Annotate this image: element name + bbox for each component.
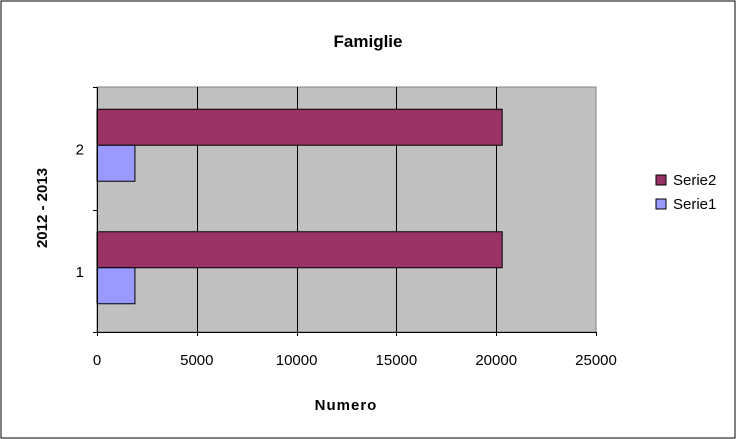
bar-serie1-cat-1 xyxy=(96,267,136,305)
legend-label: Serie1 xyxy=(673,196,716,213)
y-tick-label: 2 xyxy=(76,141,84,158)
x-tick-label: 5000 xyxy=(180,352,213,369)
legend-swatch xyxy=(655,198,667,210)
chart-title: Famiglie xyxy=(334,32,403,51)
legend-label: Serie2 xyxy=(673,172,716,189)
tick-labels: 0 5000 10000 15000 20000 25000 1 2 xyxy=(76,141,617,369)
x-tick-label: 0 xyxy=(93,352,101,369)
plot-area xyxy=(93,86,597,336)
y-axis-title: 2012 - 2013 xyxy=(34,168,51,248)
x-axis-title: Numero xyxy=(315,397,378,414)
legend-item-serie1: Serie1 xyxy=(655,196,716,213)
legend: Serie2 Serie1 xyxy=(655,172,716,213)
bar-serie2-cat-1 xyxy=(96,231,503,269)
legend-item-serie2: Serie2 xyxy=(655,172,716,189)
bar-serie1-cat-2 xyxy=(96,144,136,182)
y-tick-label: 1 xyxy=(76,264,84,281)
x-tick-label: 15000 xyxy=(376,352,418,369)
x-tick-label: 25000 xyxy=(575,352,617,369)
bar-serie2-cat-2 xyxy=(96,108,503,146)
legend-swatch xyxy=(655,174,667,186)
x-tick-label: 20000 xyxy=(475,352,517,369)
x-tick-label: 10000 xyxy=(276,352,318,369)
